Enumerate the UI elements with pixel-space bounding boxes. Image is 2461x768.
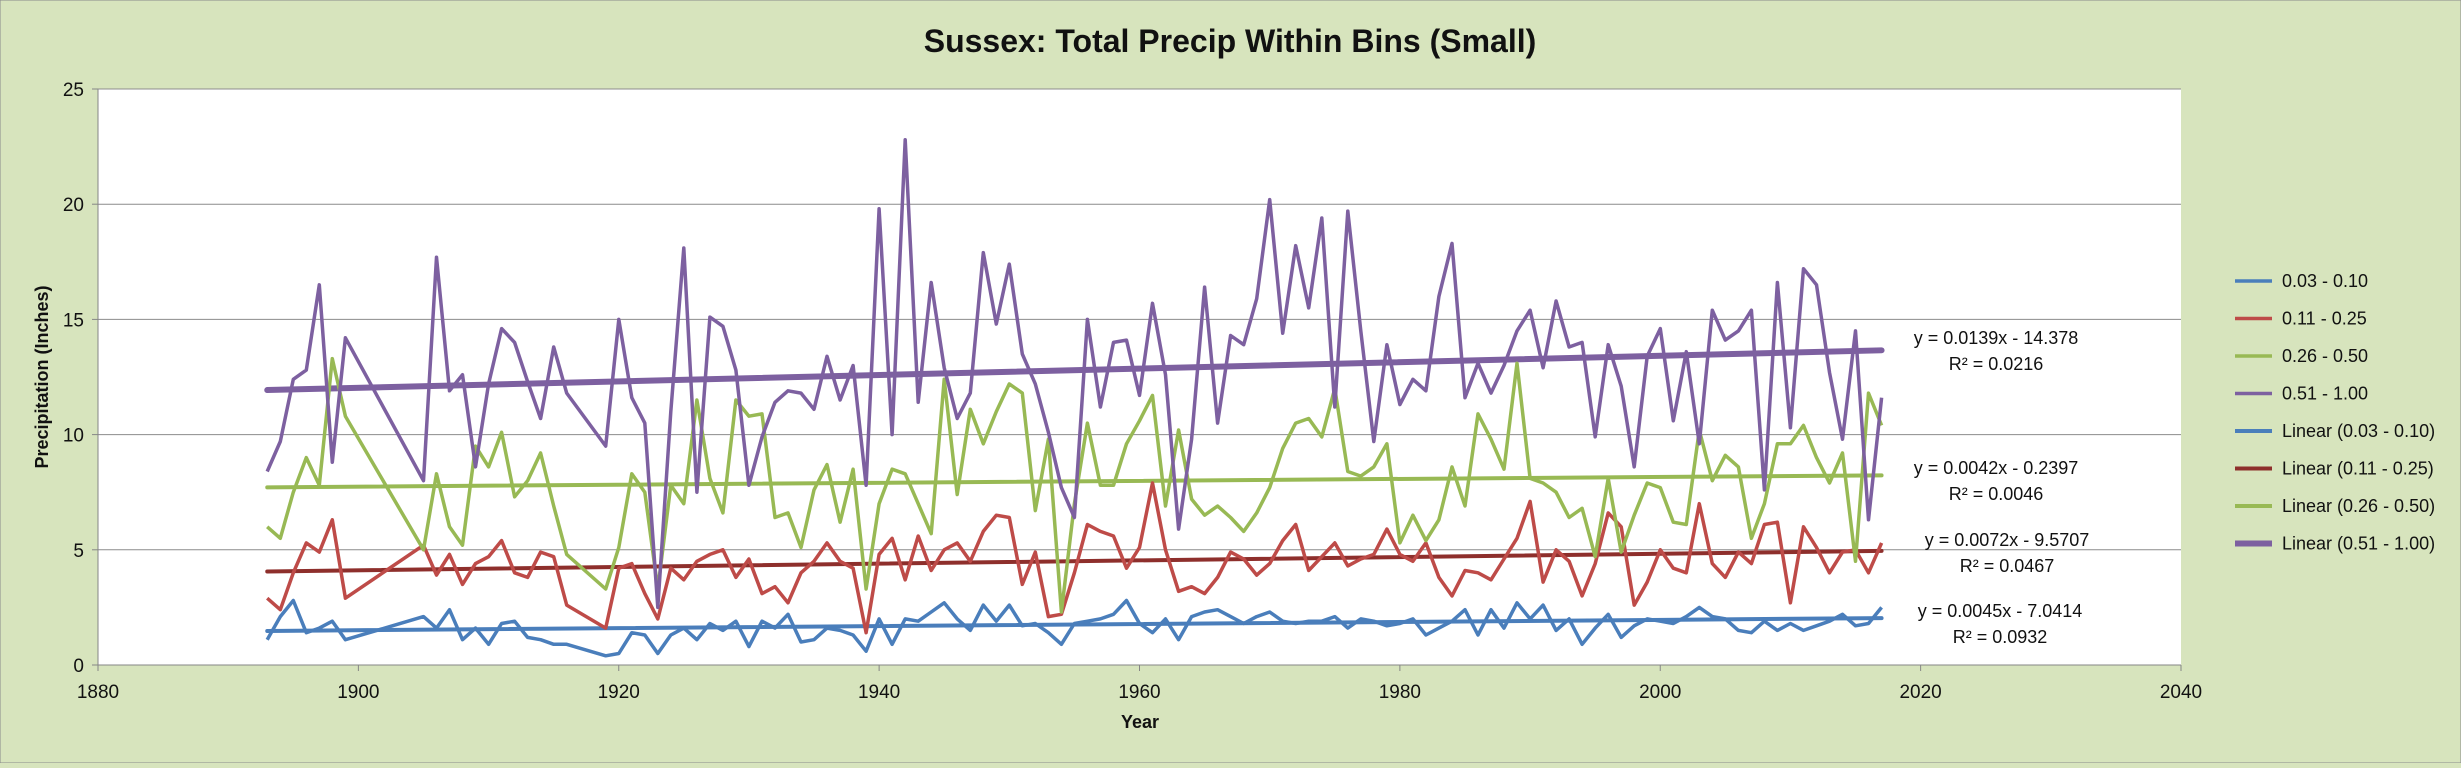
y-tick-label: 10 [63, 426, 84, 447]
trendline-r2-1: R² = 0.0932 [1953, 627, 2048, 647]
trendline-equation-2: y = 0.0072x - 9.5707 [1925, 530, 2090, 550]
legend-label: Linear (0.51 - 1.00) [2282, 534, 2435, 554]
x-tick-label: 2040 [2160, 682, 2202, 703]
trendline-3 [265, 473, 1884, 490]
x-tick-label: 1960 [1118, 682, 1160, 703]
series-layer [265, 137, 1884, 658]
x-tick-label: 1880 [77, 682, 119, 703]
trendline-equation-4: y = 0.0139x - 14.378 [1914, 328, 2079, 348]
y-tick-label: 20 [63, 195, 84, 216]
x-tick-label: 2000 [1639, 682, 1681, 703]
legend-label: 0.11 - 0.25 [2282, 309, 2367, 329]
legend-label: Linear (0.26 - 0.50) [2282, 496, 2435, 516]
legend-label: 0.51 - 1.00 [2282, 384, 2368, 404]
x-tick-label: 1900 [337, 682, 379, 703]
axis-layer: 0 5 10 15 20 25 1880 1900 1920 1940 1960 1980 2000 20… [63, 80, 2202, 703]
x-tick-label: 2020 [1899, 682, 1941, 703]
x-tick-label: 1920 [598, 682, 640, 703]
x-tick-label: 1980 [1379, 682, 1421, 703]
y-tick-label: 0 [73, 656, 84, 677]
trendline-r2-4: R² = 0.0216 [1949, 354, 2044, 374]
y-tick-label: 5 [73, 541, 84, 562]
trendline-equation-3: y = 0.0042x - 0.2397 [1914, 458, 2079, 478]
y-tick-label: 15 [63, 310, 84, 331]
chart-title: Sussex: Total Precip Within Bins (Small) [924, 23, 1537, 59]
legend: 0.03 - 0.10 0.11 - 0.25 0.26 - 0.50 0.51 - … [2235, 271, 2435, 554]
trendline-r2-2: R² = 0.0467 [1960, 556, 2055, 576]
legend-label: 0.26 - 0.50 [2282, 346, 2368, 366]
plot-area [98, 89, 2181, 665]
trendline-r2-3: R² = 0.0046 [1949, 484, 2044, 504]
trendline-equation-1: y = 0.0045x - 7.0414 [1918, 601, 2083, 621]
trendline-2 [265, 548, 1884, 574]
series-line-2 [266, 481, 1884, 635]
y-axis-title: Precipitation (Inches) [32, 285, 52, 468]
legend-label: 0.03 - 0.10 [2282, 271, 2368, 291]
equation-layer: y = 0.0045x - 7.0414 R² = 0.0932 y = 0.007… [1914, 328, 2090, 647]
legend-label: Linear (0.03 - 0.10) [2282, 421, 2435, 441]
series-line-3 [266, 356, 1884, 614]
x-axis-title: Year [1121, 712, 1159, 732]
series-line-4 [265, 137, 1884, 610]
legend-label: Linear (0.11 - 0.25) [2282, 459, 2434, 479]
series-line-1 [265, 598, 1883, 658]
x-tick-label: 1940 [858, 682, 900, 703]
y-tick-label: 25 [63, 80, 84, 101]
